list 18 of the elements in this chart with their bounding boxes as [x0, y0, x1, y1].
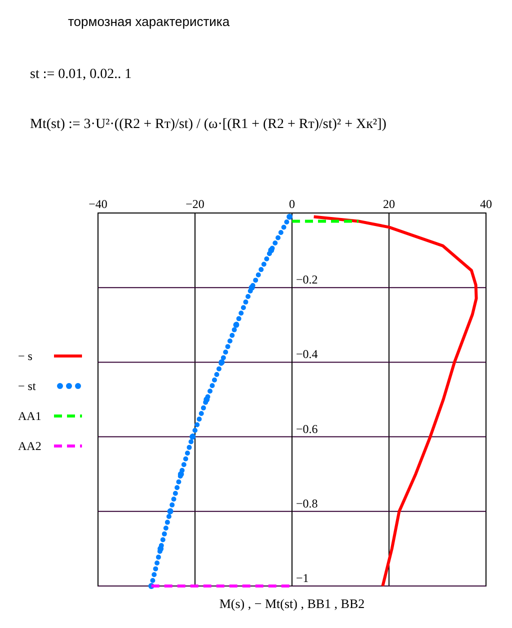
x-tick-label: 40 [480, 197, 492, 211]
x-tick-label: 20 [383, 197, 395, 211]
y-tick-label: −0.6 [296, 422, 318, 436]
legend-label: − s [18, 349, 33, 363]
x-axis-title: M(s) , − Mt(st) , BB1 , BB2 [219, 596, 365, 611]
legend-label: AA2 [18, 439, 42, 453]
y-tick-label: −0.8 [296, 496, 318, 510]
x-tick-label: −40 [88, 197, 108, 211]
chart-title: тормозная характеристика [68, 14, 230, 29]
text: st := 0.01, 0.02.. 1 [30, 67, 132, 82]
x-tick-label: −20 [186, 197, 204, 211]
legend-label: − st [18, 379, 36, 393]
x-tick-label: 0 [289, 197, 295, 211]
y-tick-label: −0.2 [296, 272, 318, 287]
legend-label: AA1 [18, 409, 42, 423]
y-tick-label: −1 [296, 571, 309, 585]
text: Mt(st) := 3·U²·((R2 + Rт)/st) / (ω·[(R1 + (R2 + Rт)/st)² + Xк²]) [30, 117, 387, 132]
y-tick-label: −0.4 [296, 347, 318, 362]
